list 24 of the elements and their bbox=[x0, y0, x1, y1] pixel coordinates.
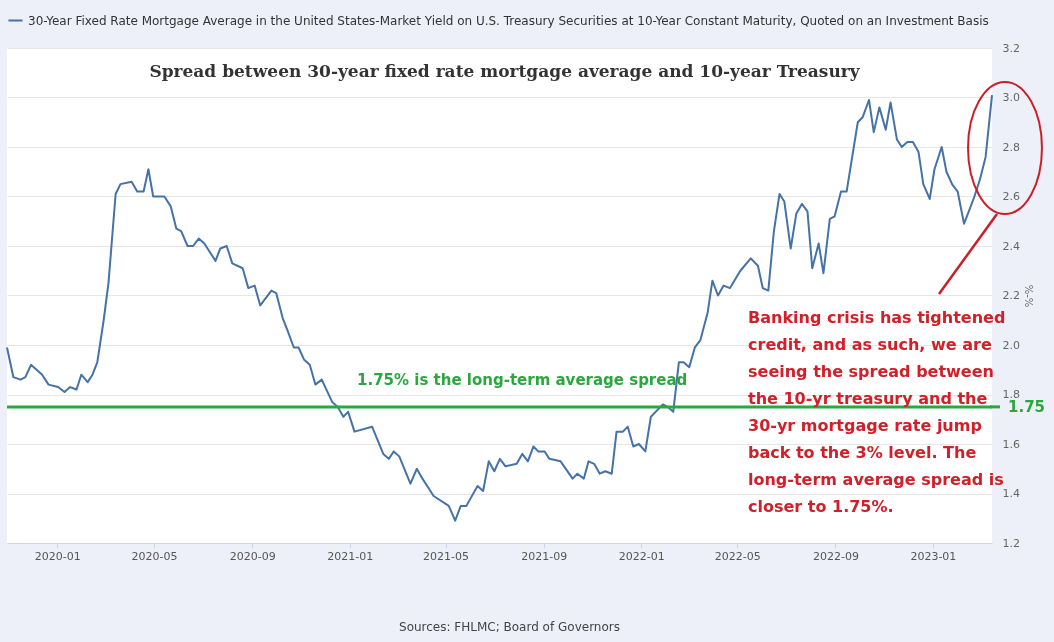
x-tick-label: 2021-05 bbox=[423, 549, 470, 563]
x-tick-label: 2020-01 bbox=[34, 549, 81, 563]
x-tick-label: 2023-01 bbox=[910, 549, 957, 563]
y-tick-label: 1.2 bbox=[1002, 536, 1020, 550]
x-tick-label: 2022-05 bbox=[714, 549, 761, 563]
y-axis-title: %-% bbox=[1022, 284, 1034, 308]
y-tick-label: 3.0 bbox=[1002, 91, 1020, 104]
y-tick-label: 2.6 bbox=[1002, 190, 1020, 203]
legend-label: 30-Year Fixed Rate Mortgage Average in the United States-Market Yield on U.S. Treasury Securities at 10-Year Constant Maturity, Quoted on an Investment Basis bbox=[28, 13, 989, 28]
y-tick-label: 2.8 bbox=[1002, 140, 1020, 154]
y-tick-label: 3.2 bbox=[1002, 41, 1020, 55]
y-tick-label: 2.4 bbox=[1002, 239, 1020, 253]
y-tick-label: 2.0 bbox=[1002, 338, 1020, 352]
x-tick-label: 2020-09 bbox=[229, 549, 276, 563]
text: Spread between 30-year fixed rate mortgage average and 10-year Treasury bbox=[149, 61, 861, 81]
y-tick-label: 1.4 bbox=[1002, 487, 1020, 500]
x-tick-label: 2021-09 bbox=[521, 549, 568, 563]
x-tick-label: 2022-09 bbox=[812, 549, 859, 563]
y-tick-label: 1.6 bbox=[1002, 437, 1020, 451]
y-tick-label: 2.2 bbox=[1002, 289, 1020, 302]
x-tick-label: 2020-05 bbox=[131, 549, 178, 563]
x-tick-label: 2021-01 bbox=[327, 549, 374, 563]
x-tick-label: 2022-01 bbox=[618, 549, 665, 563]
source-note: Sources: FHLMC; Board of Governors bbox=[399, 620, 620, 634]
